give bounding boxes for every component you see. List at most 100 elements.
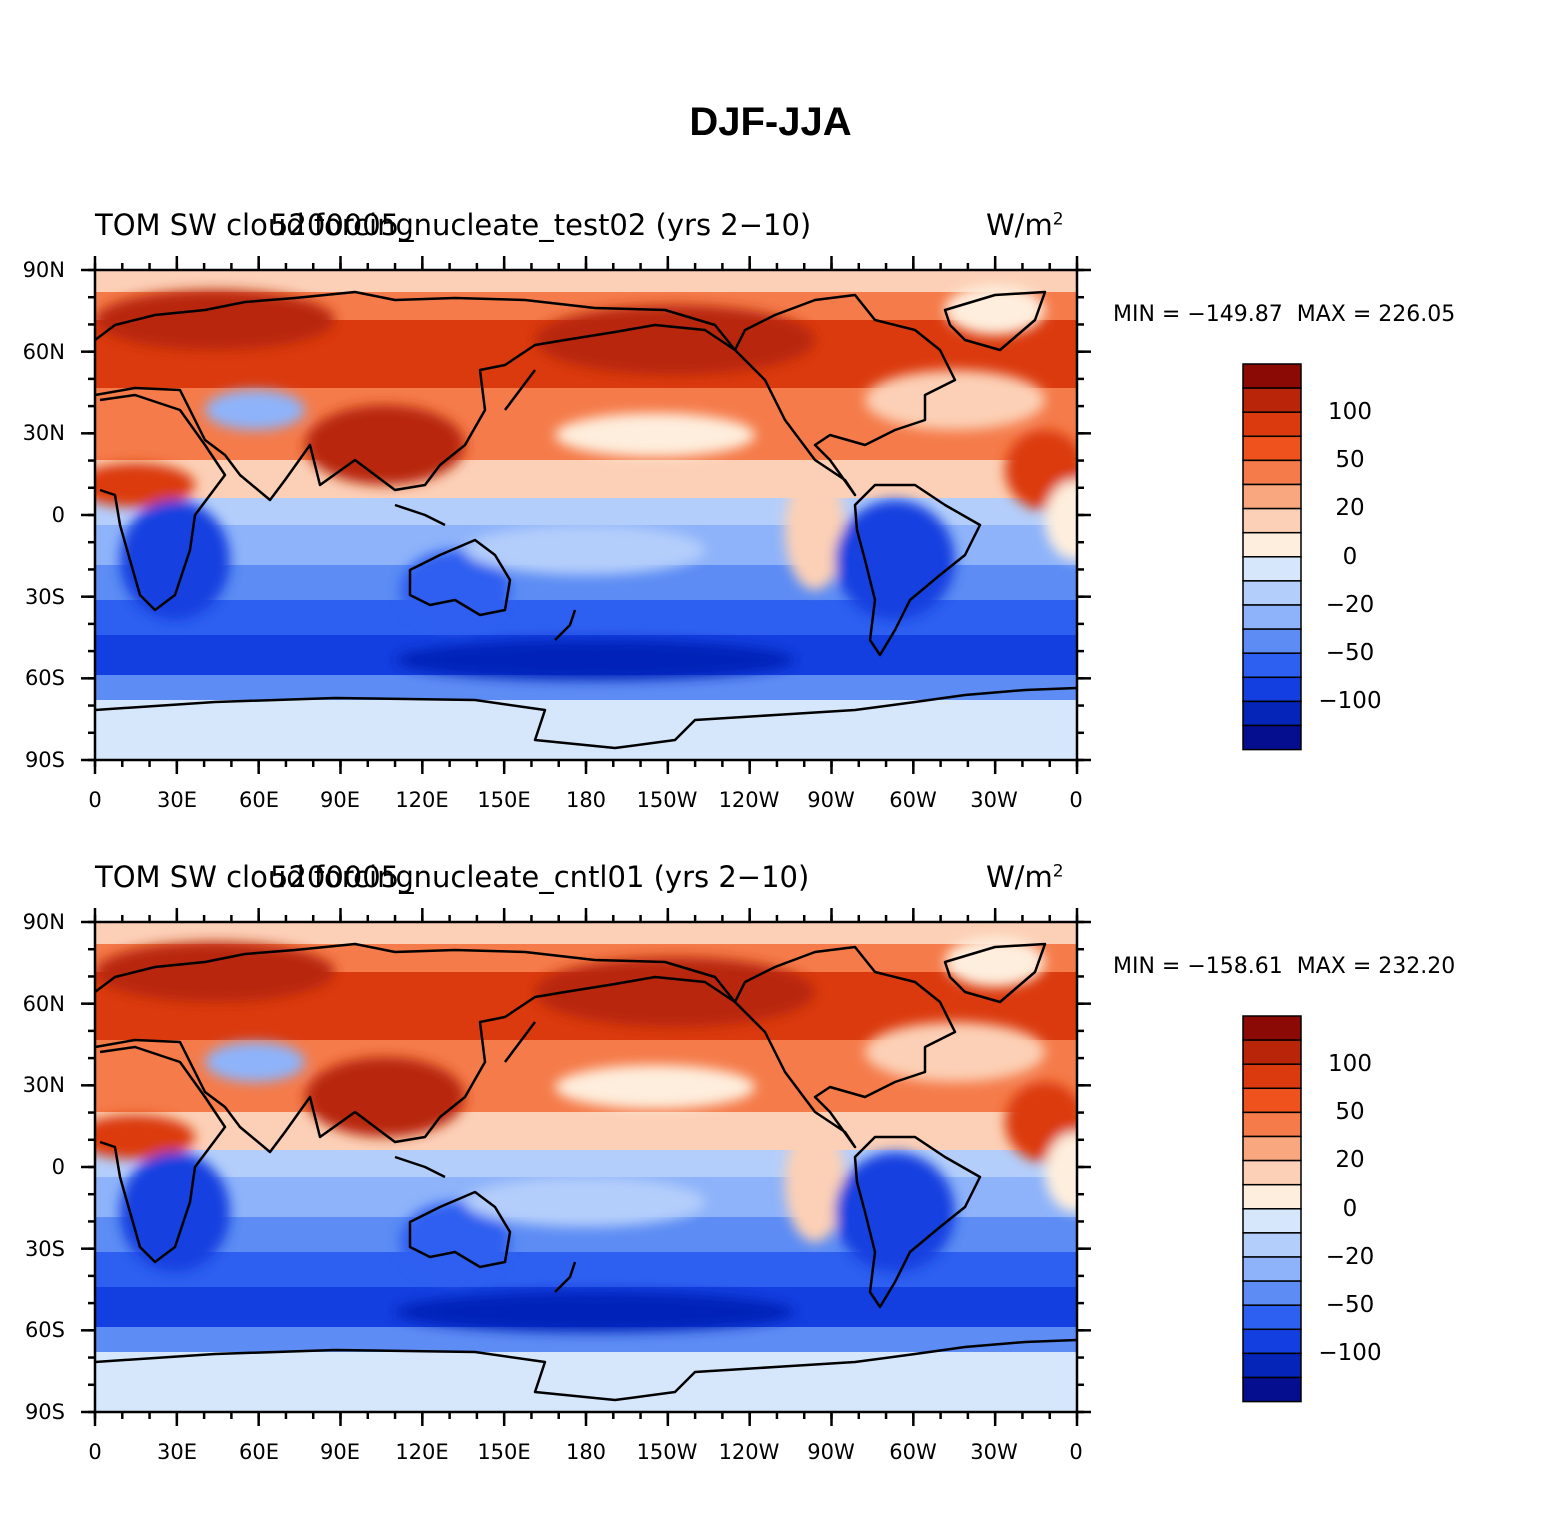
panel2-left-title: TOM SW cloud forcing [95, 860, 414, 894]
p1-cb-label-100: 100 [1328, 399, 1372, 425]
p2-cb-label-50: 50 [1335, 1099, 1365, 1125]
panel1-colorbar [1242, 363, 1302, 751]
p1-xlabel-30w: 30W [970, 788, 1018, 812]
p2-xlabel-30e: 30E [157, 1440, 197, 1464]
p2-xlabel-0: 0 [88, 1440, 102, 1464]
p2-xlabel-60w: 60W [889, 1440, 937, 1464]
p1-xlabel-90w: 90W [807, 788, 855, 812]
colorbar-swatch [1242, 1352, 1302, 1379]
panel2-units-text: W/m [986, 860, 1053, 894]
p1-xlabel-60w: 60W [889, 788, 937, 812]
colorbar-swatch [1242, 459, 1302, 486]
colorbar-swatch [1242, 507, 1302, 534]
p2-cb-label-neg20: −20 [1325, 1244, 1375, 1270]
p1-xlabel-60e: 60E [239, 788, 279, 812]
colorbar-swatch [1242, 1063, 1302, 1090]
p2-xlabel-90e: 90E [320, 1440, 360, 1464]
p2-xlabel-90w: 90W [807, 1440, 855, 1464]
panel1-map [75, 270, 1105, 760]
p2-ylabel-60n: 60N [22, 992, 65, 1016]
colorbar-swatch [1242, 1135, 1302, 1162]
p2-xlabel-180: 180 [565, 1440, 607, 1464]
p1-ylabel-60s: 60S [24, 666, 65, 690]
p1-ylabel-90s: 90S [24, 748, 65, 772]
p2-cb-label-neg100: −100 [1318, 1340, 1382, 1366]
colorbar-swatch [1242, 363, 1302, 389]
panel1-left-title: TOM SW cloud forcing [95, 208, 414, 242]
p1-xlabel-180: 180 [565, 788, 607, 812]
p1-xlabel-0-end: 0 [1069, 788, 1083, 812]
p1-ylabel-60n: 60N [22, 340, 65, 364]
colorbar-swatch [1242, 700, 1302, 727]
colorbar-swatch [1242, 1039, 1302, 1065]
panel1-units: W/m2 [986, 208, 1064, 242]
p2-ylabel-30n: 30N [22, 1073, 65, 1097]
colorbar-swatch [1242, 387, 1302, 413]
p1-xlabel-120e: 120E [395, 788, 449, 812]
p1-ylabel-eq: 0 [51, 503, 65, 527]
panel2-center-title: 5200005_nucleate_cntl01 (yrs 2−10) [270, 860, 810, 894]
p1-cb-label-20: 20 [1335, 495, 1365, 521]
colorbar-swatch [1242, 411, 1302, 438]
colorbar-swatch [1242, 1111, 1302, 1138]
colorbar-swatch [1242, 435, 1302, 462]
p2-cb-label-neg50: −50 [1325, 1292, 1375, 1318]
p2-cb-label-20: 20 [1335, 1147, 1365, 1173]
p1-xlabel-90e: 90E [320, 788, 360, 812]
colorbar-swatch [1242, 1087, 1302, 1114]
colorbar-swatch [1242, 1159, 1302, 1186]
p1-xlabel-0: 0 [88, 788, 102, 812]
colorbar-swatch [1242, 604, 1302, 630]
colorbar-swatch [1242, 1232, 1302, 1258]
p2-ylabel-30s: 30S [24, 1237, 65, 1261]
panel2-units-sup: 2 [1052, 861, 1064, 882]
p1-xlabel-30e: 30E [157, 788, 197, 812]
p2-xlabel-150w: 150W [636, 1440, 698, 1464]
panel2-units: W/m2 [986, 860, 1064, 894]
panel2-map [75, 922, 1105, 1412]
colorbar-swatch [1242, 1015, 1302, 1041]
p2-ylabel-eq: 0 [51, 1155, 65, 1179]
colorbar-swatch [1242, 652, 1302, 679]
p1-cb-label-50: 50 [1335, 447, 1365, 473]
p1-cb-label-neg100: −100 [1318, 688, 1382, 714]
p1-ylabel-30s: 30S [24, 585, 65, 609]
colorbar-swatch [1242, 1208, 1302, 1234]
p2-xlabel-150e: 150E [477, 1440, 531, 1464]
colorbar-swatch [1242, 724, 1302, 751]
colorbar-swatch [1242, 556, 1302, 582]
colorbar-swatch [1242, 1183, 1302, 1210]
panel1-units-sup: 2 [1052, 209, 1064, 230]
colorbar-swatch [1242, 628, 1302, 654]
panel2-colorbar [1242, 1015, 1302, 1403]
figure-title: DJF-JJA [689, 100, 852, 144]
colorbar-swatch [1242, 1376, 1302, 1403]
panel2-min-max: MIN = −158.61 MAX = 232.20 [1113, 954, 1456, 979]
p2-xlabel-120e: 120E [395, 1440, 449, 1464]
colorbar-swatch [1242, 1280, 1302, 1306]
colorbar-swatch [1242, 676, 1302, 703]
p2-xlabel-30w: 30W [970, 1440, 1018, 1464]
p1-xlabel-150w: 150W [636, 788, 698, 812]
p2-ylabel-90n: 90N [22, 910, 65, 934]
panel1-units-text: W/m [986, 208, 1053, 242]
p2-cb-label-0: 0 [1342, 1196, 1358, 1222]
p1-cb-label-0: 0 [1342, 544, 1358, 570]
p1-ylabel-90n: 90N [22, 258, 65, 282]
colorbar-swatch [1242, 1256, 1302, 1282]
colorbar-swatch [1242, 1304, 1302, 1331]
panel1-center-title: 5200005_nucleate_test02 (yrs 2−10) [270, 208, 812, 242]
p1-ylabel-30n: 30N [22, 421, 65, 445]
p1-cb-label-neg20: −20 [1325, 592, 1375, 618]
colorbar-swatch [1242, 531, 1302, 558]
p2-ylabel-60s: 60S [24, 1318, 65, 1342]
p2-xlabel-0-end: 0 [1069, 1440, 1083, 1464]
panel1-min-max: MIN = −149.87 MAX = 226.05 [1113, 302, 1456, 327]
colorbar-swatch [1242, 1328, 1302, 1355]
p2-xlabel-60e: 60E [239, 1440, 279, 1464]
p1-cb-label-neg50: −50 [1325, 640, 1375, 666]
p1-xlabel-150e: 150E [477, 788, 531, 812]
p2-xlabel-120w: 120W [718, 1440, 780, 1464]
p2-cb-label-100: 100 [1328, 1051, 1372, 1077]
